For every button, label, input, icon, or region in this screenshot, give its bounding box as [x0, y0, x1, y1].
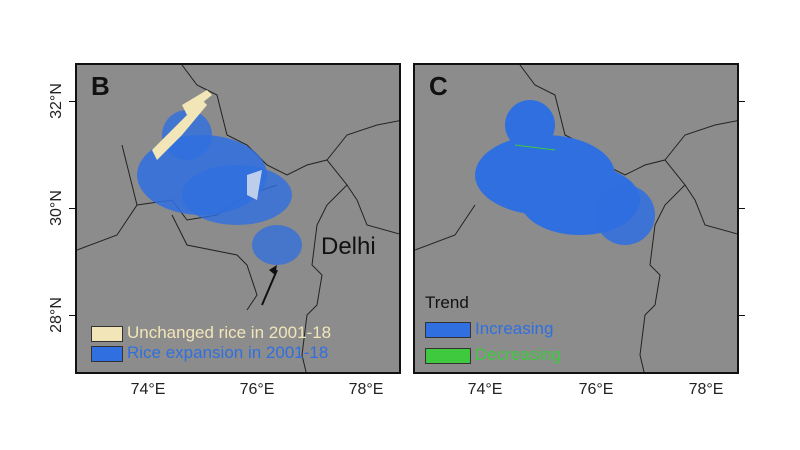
map-panel-c: C Trend Increasing Decreasing	[413, 63, 739, 374]
panel-letter-c: C	[429, 71, 448, 101]
legend-c: Trend Increasing Decreasing	[425, 290, 561, 368]
legend-item-increasing: Increasing	[425, 316, 561, 342]
legend-title: Trend	[425, 293, 469, 312]
lat-label-30: 30°N	[48, 190, 65, 226]
panel-letter-b: B	[91, 71, 110, 101]
swatch-unchanged	[91, 325, 123, 342]
legend-item-decreasing: Decreasing	[425, 342, 561, 368]
lat-label-28: 28°N	[48, 297, 65, 333]
lon-label-78-b: 78°E	[348, 381, 384, 398]
trend-map-c	[415, 65, 737, 372]
legend-item-expansion: Rice expansion in 2001-18	[91, 343, 331, 363]
lat-label-32: 32°N	[48, 83, 65, 119]
lon-label-78-c: 78°E	[688, 381, 724, 398]
legend-b: Unchanged rice in 2001-18 Rice expansion…	[91, 323, 331, 363]
lon-label-74-c: 74°E	[467, 381, 503, 398]
lon-label-74-b: 74°E	[130, 381, 166, 398]
map-panel-b: B Delhi Unchanged rice in 2001-18 Rice e…	[75, 63, 401, 374]
legend-item-unchanged: Unchanged rice in 2001-18	[91, 323, 331, 343]
swatch-decreasing	[425, 347, 471, 364]
swatch-increasing	[425, 321, 471, 338]
swatch-expansion	[91, 345, 123, 362]
lon-label-76-c: 76°E	[578, 381, 614, 398]
delhi-label: Delhi	[321, 233, 376, 260]
lon-label-76-b: 76°E	[239, 381, 275, 398]
rice-map-b	[77, 65, 399, 372]
